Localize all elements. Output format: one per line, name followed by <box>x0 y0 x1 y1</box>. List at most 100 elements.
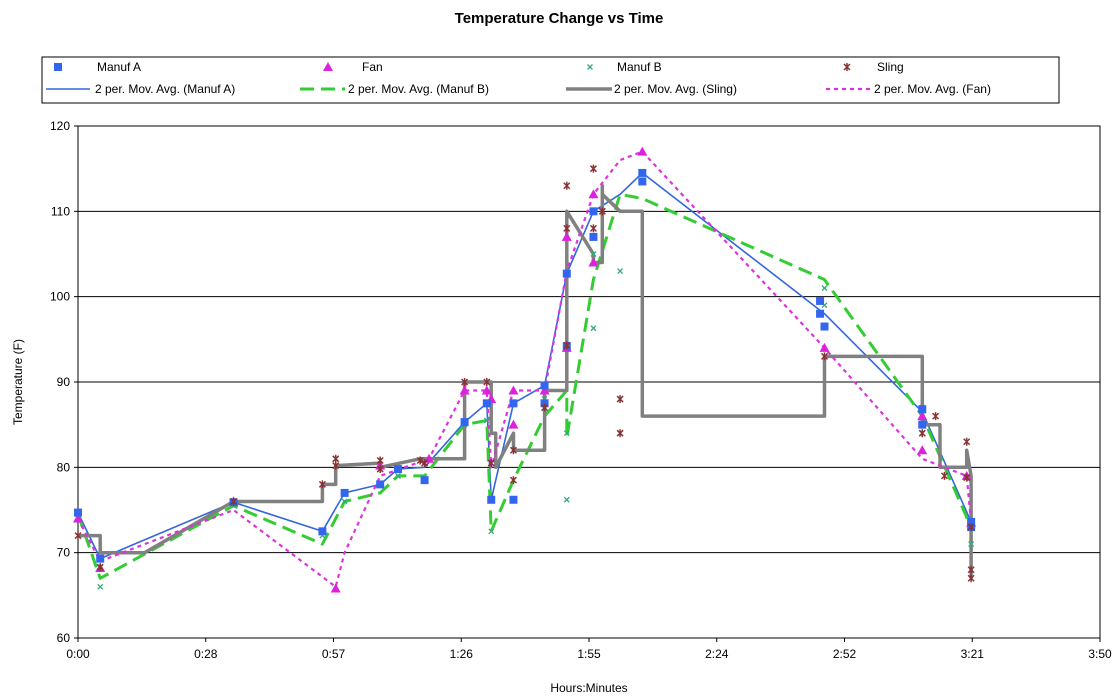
marker-x <box>587 64 593 70</box>
x-axis-label: Hours:Minutes <box>550 681 627 695</box>
marker-star <box>416 456 424 465</box>
marker-square <box>487 495 496 504</box>
marker-star <box>563 181 571 190</box>
x-tick-label: 1:26 <box>450 647 474 661</box>
legend-label: 2 per. Mov. Avg. (Sling) <box>614 82 737 96</box>
marker-triangle <box>637 146 648 156</box>
marker-square <box>460 418 469 427</box>
grid <box>78 210 1100 554</box>
legend-box <box>41 56 1060 104</box>
legend-item-2-per-mov-avg-fan: 2 per. Mov. Avg. (Fan) <box>826 82 991 96</box>
marker-star <box>589 224 597 233</box>
marker-square <box>918 420 927 429</box>
marker-triangle <box>561 231 572 241</box>
marker-star <box>421 459 429 468</box>
marker-triangle <box>508 385 519 395</box>
marker-triangle <box>330 583 341 593</box>
marker-x <box>97 583 104 590</box>
marker-star <box>967 565 975 574</box>
legend: Manuf A Fan Manuf B Sling 2 per. Mov. Avg. (… <box>41 56 1060 104</box>
y-tick-label: 120 <box>50 119 70 133</box>
marker-square <box>540 381 549 390</box>
marker-x <box>563 496 570 503</box>
x-tick-label: 0:57 <box>322 647 346 661</box>
legend-label: 2 per. Mov. Avg. (Fan) <box>874 82 991 96</box>
y-tick-label: 90 <box>57 375 71 389</box>
marker-square <box>820 322 829 331</box>
marker-star <box>616 429 624 438</box>
series-markers <box>73 146 977 593</box>
marker-star <box>332 454 340 463</box>
marker-star <box>229 497 238 506</box>
marker-star <box>74 531 82 540</box>
x-tick-label: 2:52 <box>833 647 857 661</box>
marker-star <box>967 574 975 583</box>
marker-square <box>638 177 647 186</box>
line-2-per-mov-avg-fan <box>77 150 973 588</box>
marker-star <box>509 446 517 455</box>
legend-label: Sling <box>877 60 904 74</box>
marker-star <box>598 207 606 216</box>
x-tick-label: 3:21 <box>961 647 985 661</box>
x-tick-label: 0:28 <box>194 647 218 661</box>
marker-x <box>968 541 975 548</box>
legend-item-2-per-mov-avg-sling: 2 per. Mov. Avg. (Sling) <box>566 82 737 96</box>
marker-triangle <box>323 62 333 71</box>
markers-fan <box>73 146 977 593</box>
marker-star <box>589 164 597 173</box>
legend-label: Manuf A <box>97 60 141 74</box>
marker-square <box>562 269 571 278</box>
x-tick-label: 0:00 <box>66 647 90 661</box>
marker-square <box>967 517 976 526</box>
marker-square <box>420 476 429 485</box>
x-tick-label: 3:50 <box>1088 647 1112 661</box>
marker-square <box>509 399 518 408</box>
marker-triangle <box>588 189 599 199</box>
marker-square <box>918 405 927 414</box>
line-2-per-mov-avg-manuf-a <box>77 172 972 560</box>
marker-star <box>376 456 384 465</box>
marker-star <box>332 461 340 470</box>
legend-label: 2 per. Mov. Avg. (Manuf A) <box>95 82 235 96</box>
marker-star <box>940 471 949 480</box>
line-2-per-mov-avg-sling <box>78 183 973 579</box>
y-tick-label: 60 <box>57 631 71 645</box>
marker-triangle <box>819 342 830 352</box>
legend-label: Fan <box>362 60 383 74</box>
marker-square <box>54 63 62 71</box>
legend-item-manuf-a: Manuf A <box>54 60 141 74</box>
marker-triangle <box>459 385 470 395</box>
legend-label: Manuf B <box>617 60 662 74</box>
marker-triangle <box>508 419 519 429</box>
marker-star <box>932 412 940 421</box>
chart-title: Temperature Change vs Time <box>455 10 664 27</box>
marker-triangle <box>917 411 928 421</box>
marker-square <box>74 508 82 517</box>
marker-star <box>563 341 571 350</box>
marker-x <box>617 268 624 275</box>
marker-triangle <box>917 445 928 455</box>
marker-square <box>376 480 385 489</box>
marker-star <box>96 563 104 572</box>
marker-star <box>820 352 829 361</box>
marker-square <box>509 495 518 504</box>
marker-x <box>488 528 495 535</box>
marker-star <box>963 437 971 446</box>
marker-x <box>483 417 490 424</box>
marker-triangle <box>481 385 492 395</box>
marker-star <box>318 480 326 489</box>
y-tick-label: 100 <box>50 290 70 304</box>
marker-star <box>483 378 491 386</box>
marker-square <box>816 296 825 305</box>
x-ticks: 0:00 0:28 0:57 1:26 1:55 2:24 2:52 3:21 3:50 <box>66 638 1112 661</box>
marker-square <box>589 232 598 241</box>
marker-square <box>638 168 647 177</box>
y-ticks: 60 70 80 90 100 110 120 <box>50 119 78 645</box>
y-tick-label: 70 <box>57 546 71 560</box>
series-lines <box>76 150 973 588</box>
marker-star <box>963 473 971 482</box>
legend-item-2-per-mov-avg-manuf-b: 2 per. Mov. Avg. (Manuf B) <box>300 82 489 96</box>
marker-star <box>918 429 926 438</box>
marker-star <box>843 63 851 71</box>
